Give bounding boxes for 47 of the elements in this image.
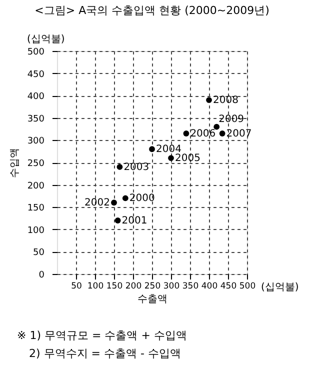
- x-tick-label: 400: [201, 282, 218, 292]
- annotation: 2007: [226, 128, 252, 140]
- point: [168, 155, 174, 161]
- annotation: 2008: [213, 95, 238, 106]
- point: [111, 200, 117, 206]
- x-tick-label: 500: [239, 282, 256, 292]
- x-tick-label: 250: [144, 282, 161, 292]
- y-tick-label: 100: [27, 226, 45, 236]
- annotation: 2001: [122, 215, 148, 226]
- x-tick-label: 100: [87, 282, 104, 292]
- text: (십억불): [27, 34, 65, 45]
- point: [183, 130, 190, 136]
- annotation: 2009: [218, 114, 244, 125]
- point: [149, 146, 155, 152]
- point: [116, 164, 123, 170]
- x-tick-label: 300: [163, 282, 180, 292]
- annotation: 2003: [124, 162, 150, 173]
- y-tick-label: 50: [33, 248, 45, 258]
- point: [114, 218, 121, 224]
- point: [122, 195, 128, 202]
- annotation: 2006: [190, 128, 216, 140]
- annotation: 2000: [129, 193, 155, 204]
- annotation: 2005: [175, 153, 200, 164]
- y-tick-label: 450: [27, 70, 45, 80]
- y-tick-label: 250: [27, 159, 45, 169]
- chart-title: <그림> A국의 수출입액 현황 (2000~2009년): [34, 4, 270, 17]
- x-tick-label: 200: [125, 282, 142, 292]
- point: [219, 130, 226, 136]
- annotation: 2002: [84, 198, 110, 209]
- text: ※ 1) 무역규모 = 수출액 + 수입액: [17, 329, 187, 342]
- x-tick-label: 450: [220, 282, 237, 292]
- y-tick-label: 400: [27, 92, 45, 102]
- text: 2) 무역수지 = 수출액 - 수입액: [29, 347, 181, 360]
- x-tick-label: 150: [106, 282, 123, 292]
- x-tick-label: 50: [71, 282, 82, 292]
- y-axis-title: 수입액: [9, 148, 20, 178]
- y-tick-label: 0: [38, 270, 45, 280]
- x-tick-label: 350: [182, 282, 199, 292]
- text: (십억불): [261, 282, 299, 293]
- x-axis-title: 수출액: [138, 294, 168, 305]
- y-tick-label: 300: [27, 136, 45, 147]
- point: [214, 124, 220, 130]
- y-tick-label: 150: [27, 204, 45, 214]
- y-tick-label: 200: [27, 181, 45, 192]
- point: [206, 97, 212, 104]
- y-tick-label: 350: [27, 114, 45, 124]
- y-tick-label: 500: [27, 48, 45, 58]
